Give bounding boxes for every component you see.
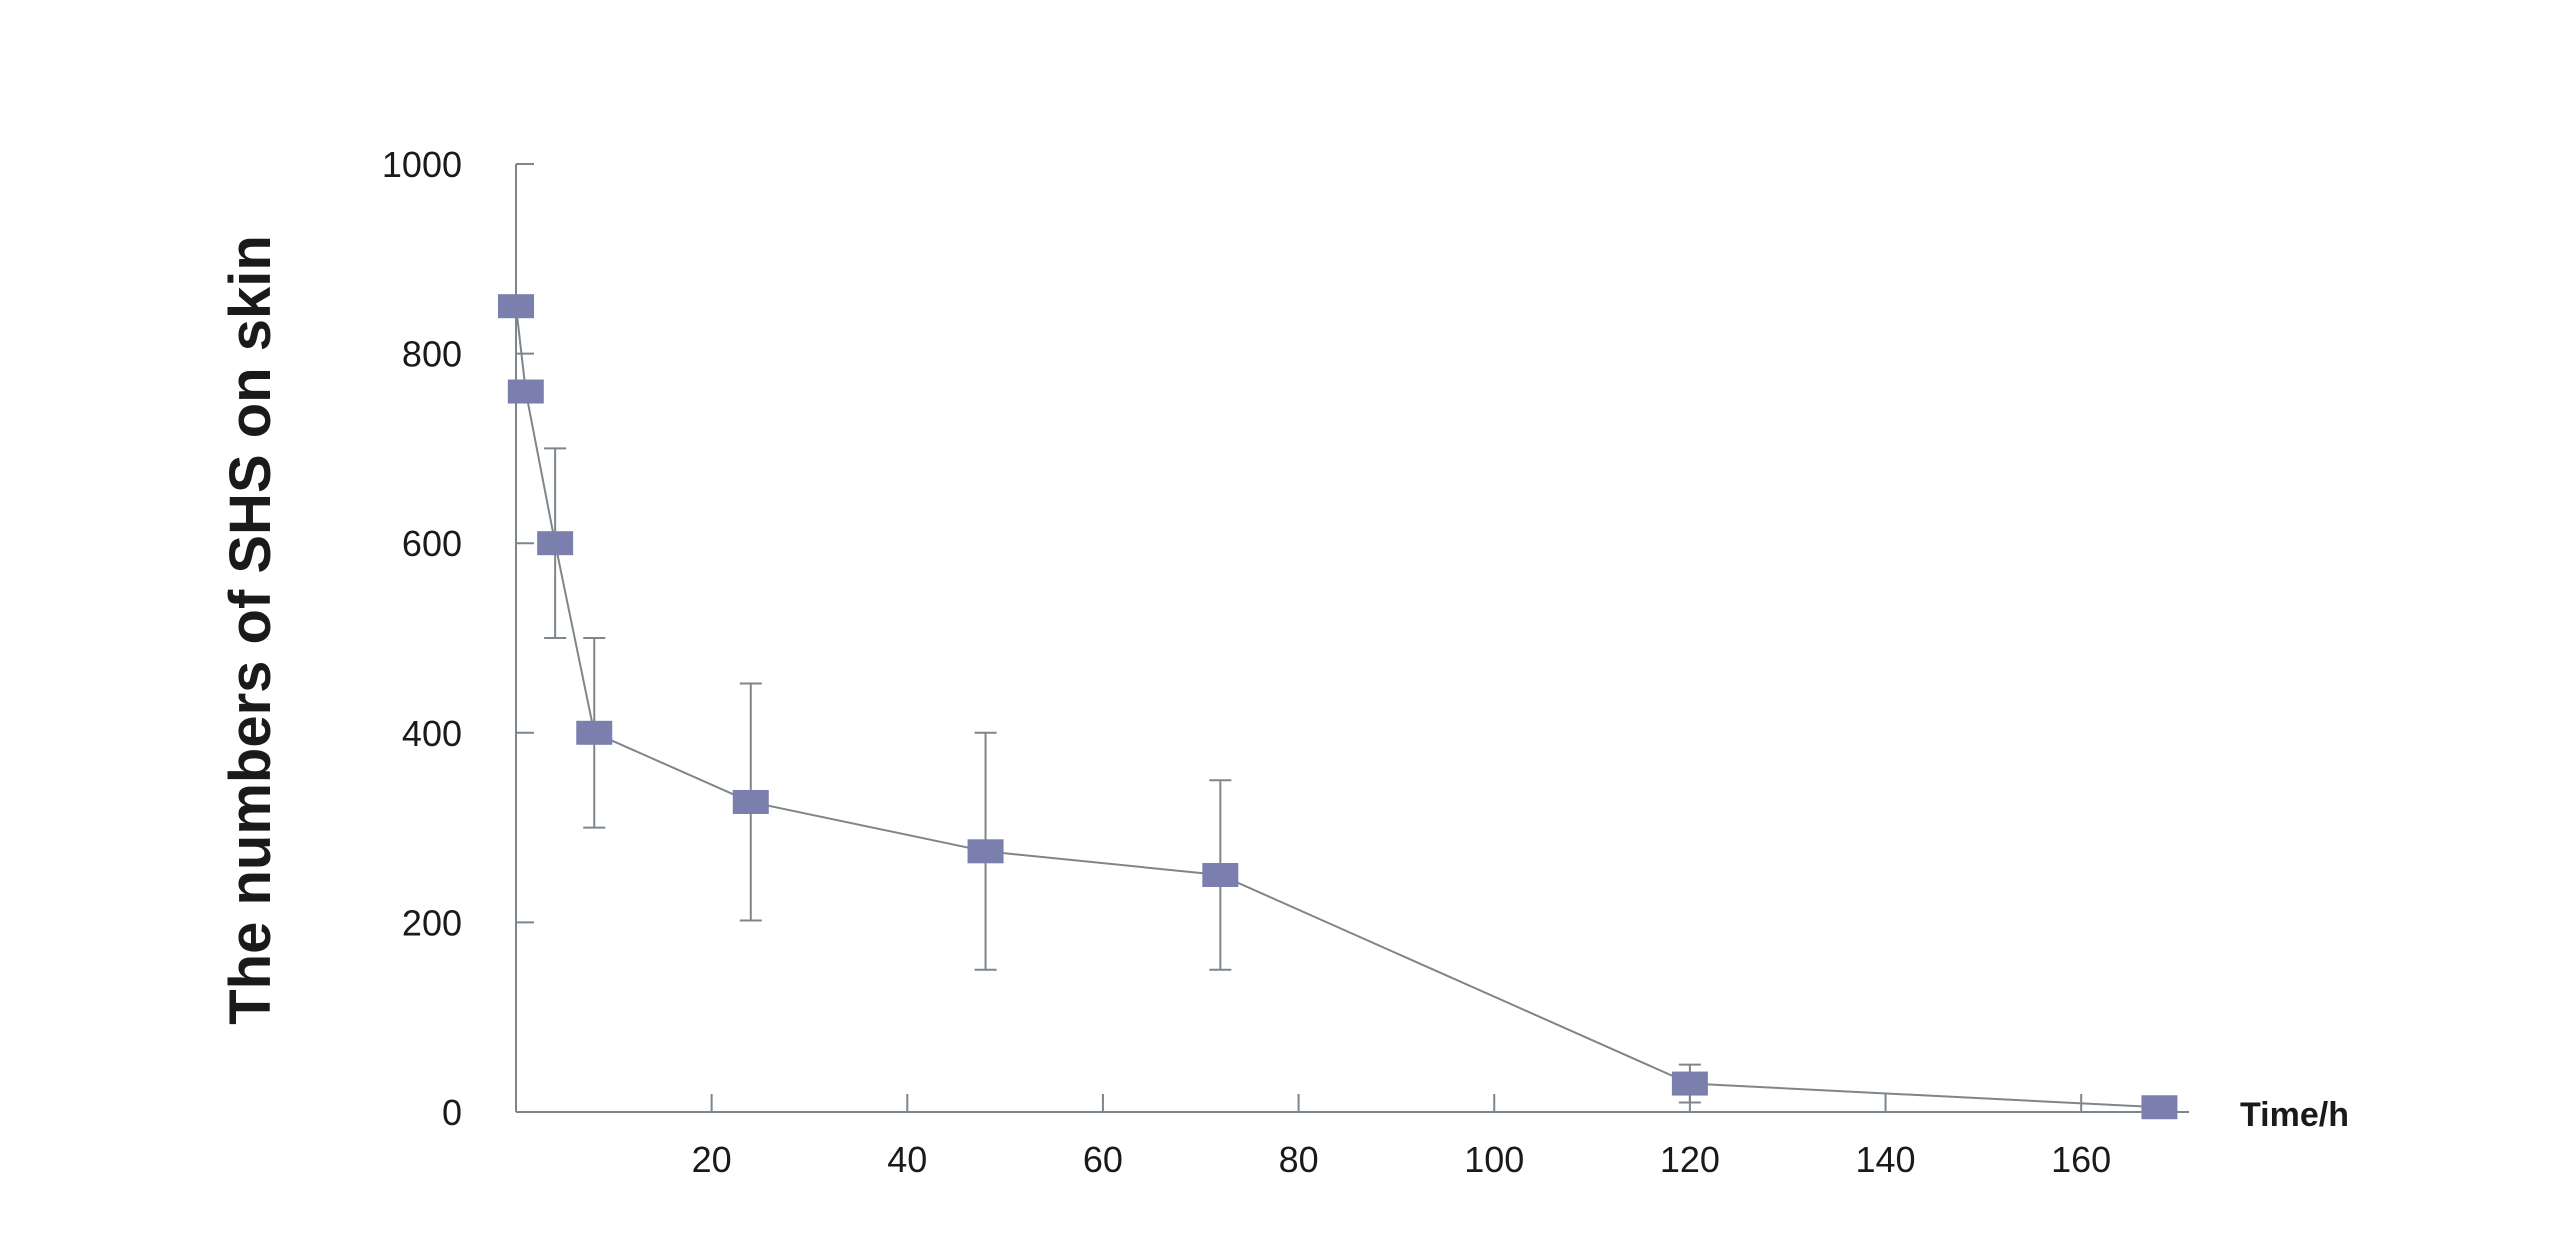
- x-tick-label: 120: [1660, 1139, 1720, 1180]
- y-tick-label: 600: [402, 523, 462, 564]
- y-axis-ticks: 0 200 400 600 800 1000: [382, 144, 534, 1133]
- x-tick-label: 80: [1279, 1139, 1319, 1180]
- axes: [515, 164, 2189, 1113]
- y-tick-label: 800: [402, 334, 462, 375]
- data-point: [537, 531, 574, 556]
- x-tick-label: 160: [2051, 1139, 2111, 1180]
- y-tick-label: 200: [402, 902, 462, 943]
- x-tick-label: 60: [1083, 1139, 1123, 1180]
- data-point: [498, 294, 534, 319]
- data-point: [1202, 863, 1239, 887]
- x-axis-label: Time/h: [2240, 1096, 2349, 1134]
- y-tick-label: 0: [442, 1092, 462, 1133]
- x-axis-ticks: 20 40 60 80 100 120 140 160: [692, 1094, 2111, 1180]
- x-tick-label: 100: [1464, 1139, 1524, 1180]
- error-bars: [544, 447, 1701, 1104]
- series-polyline: [515, 306, 2160, 1109]
- x-tick-label: 20: [692, 1139, 732, 1180]
- data-point: [967, 839, 1004, 864]
- data-point: [576, 720, 613, 745]
- data-markers: [498, 294, 2178, 1120]
- data-point: [2141, 1095, 2178, 1120]
- series-line: [515, 306, 2160, 1109]
- y-tick-label: 400: [402, 713, 462, 754]
- y-axis-label: The numbers of SHS on skin: [218, 235, 283, 1025]
- x-tick-label: 140: [1855, 1139, 1915, 1180]
- data-point: [507, 379, 544, 404]
- data-point: [732, 790, 769, 815]
- y-tick-label: 1000: [382, 144, 462, 185]
- data-point: [1671, 1071, 1708, 1096]
- x-tick-label: 40: [887, 1139, 927, 1180]
